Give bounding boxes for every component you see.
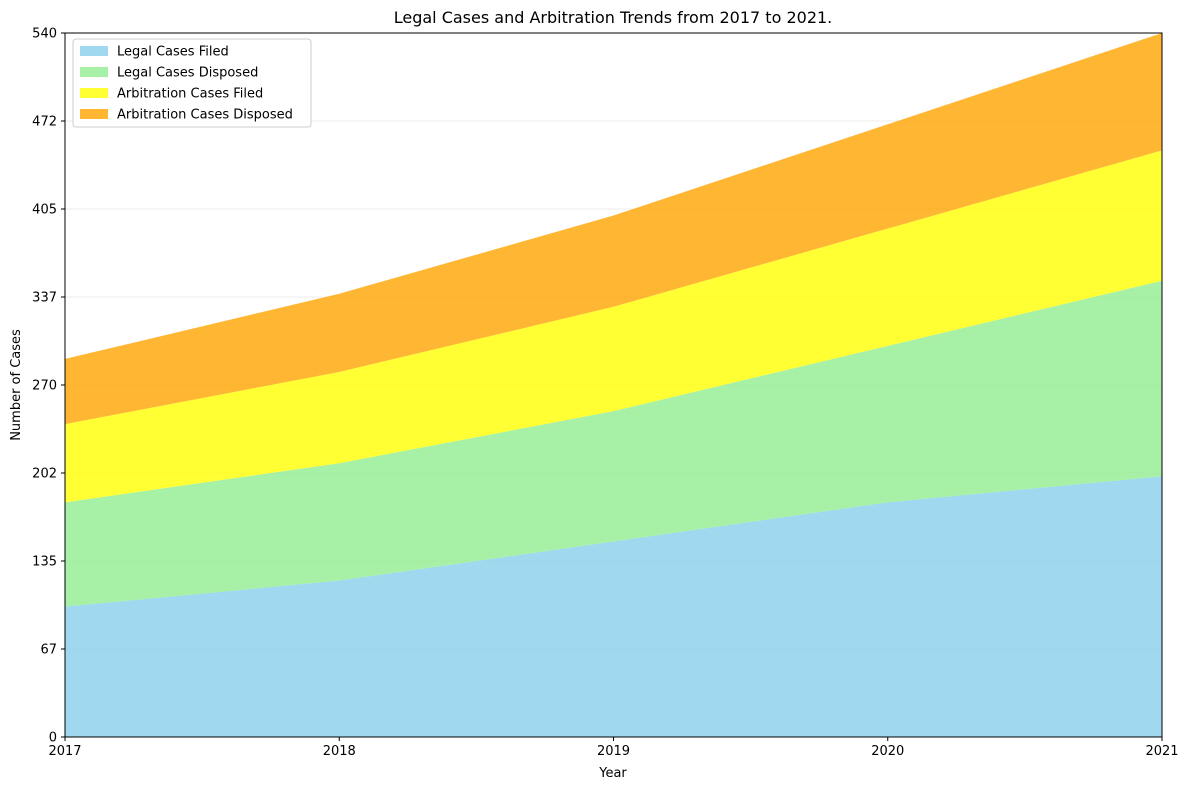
y-tick-label: 337 bbox=[32, 291, 57, 306]
y-tick-label: 202 bbox=[32, 467, 57, 482]
legend-swatch bbox=[80, 67, 108, 77]
x-tick-label: 2018 bbox=[323, 744, 356, 759]
legend: Legal Cases Filed Legal Cases Disposed Arb… bbox=[72, 38, 312, 128]
y-tick-label: 270 bbox=[32, 379, 57, 394]
legend-swatch bbox=[80, 46, 108, 56]
area-series-1 bbox=[65, 476, 1162, 737]
y-tick-label: 67 bbox=[40, 643, 57, 658]
x-tick-label: 2019 bbox=[597, 744, 630, 759]
x-axis-title: Year bbox=[598, 766, 627, 781]
x-tick-label: 2017 bbox=[48, 744, 81, 759]
legend-label: Arbitration Cases Disposed bbox=[117, 108, 293, 123]
legend-label: Legal Cases Filed bbox=[117, 45, 229, 60]
legend-swatch bbox=[80, 88, 108, 98]
legend-box bbox=[72, 38, 312, 128]
legend-label: Arbitration Cases Filed bbox=[117, 87, 263, 102]
y-tick-label: 472 bbox=[32, 115, 57, 130]
y-axis-ticks: 0 67 135 202 270 337 405 472 540 bbox=[32, 27, 65, 746]
y-tick-label: 540 bbox=[32, 27, 57, 42]
legend-swatch bbox=[80, 109, 108, 119]
area-series-4 bbox=[65, 33, 1162, 425]
chart-title: Legal Cases and Arbitration Trends from … bbox=[394, 8, 833, 27]
y-tick-label: 405 bbox=[32, 203, 57, 218]
area-series-3 bbox=[65, 150, 1162, 503]
area-series bbox=[65, 33, 1162, 737]
area-series-2 bbox=[65, 280, 1162, 607]
y-tick-label: 135 bbox=[32, 555, 57, 570]
x-axis-ticks: 2017 2018 2019 2020 2021 bbox=[48, 737, 1179, 759]
y-tick-label: 0 bbox=[49, 731, 57, 746]
x-tick-label: 2020 bbox=[871, 744, 904, 759]
x-tick-label: 2021 bbox=[1145, 744, 1178, 759]
legend-label: Legal Cases Disposed bbox=[117, 66, 258, 81]
y-axis-title: Number of Cases bbox=[9, 329, 24, 441]
